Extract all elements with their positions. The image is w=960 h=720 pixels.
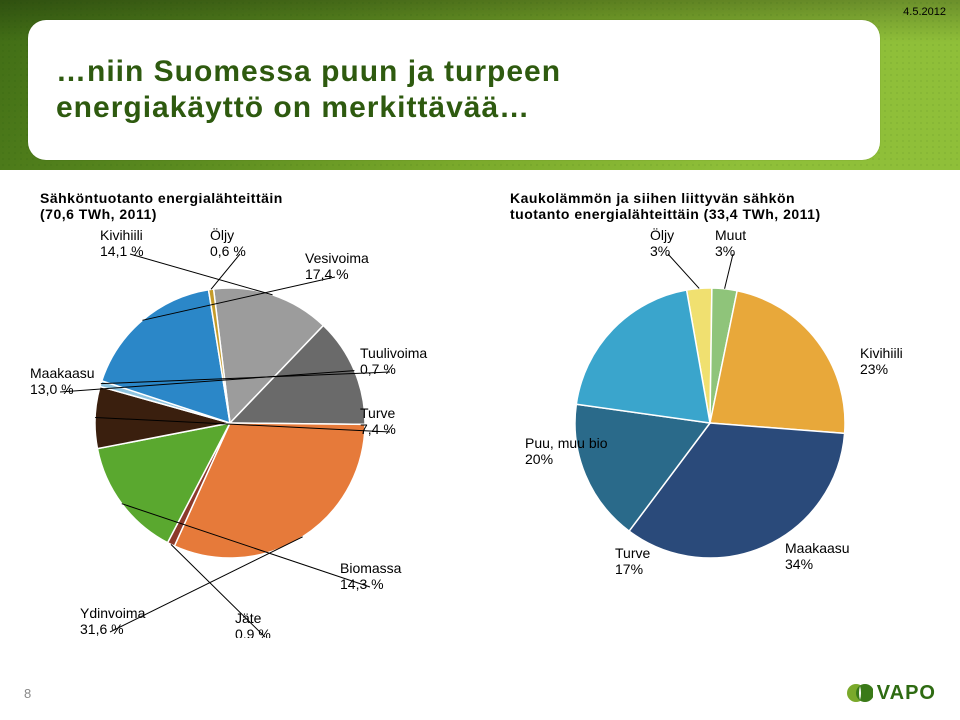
pie-label: Turve17%	[615, 545, 650, 577]
pie-label: Vesivoima17,4 %	[305, 250, 369, 282]
pie-left: Kivihiili14,1 % Maakaasu13,0 % Ydinvoima31…	[20, 228, 460, 638]
leader-line	[668, 254, 699, 288]
leader-line	[725, 254, 733, 289]
pie-right: Öljy3% Muut3% Kivihiili23% Maakaasu34% Turve…	[480, 228, 950, 618]
chart-left-title: Sähköntuotanto energialähteittäin(70,6 T…	[40, 190, 470, 222]
title-card: …niin Suomessa puun ja turpeen energiakä…	[28, 20, 880, 160]
pie-label: Tuulivoima0,7 %	[360, 345, 427, 377]
pie-label: Öljy3%	[650, 228, 674, 259]
date-stamp: 4.5.2012	[903, 6, 946, 18]
page-title: …niin Suomessa puun ja turpeen energiakä…	[56, 54, 852, 126]
pie-label: Kivihiili14,1 %	[100, 228, 144, 259]
pie-label: Jäte0,9 %	[235, 610, 271, 638]
pie-label: Ydinvoima31,6 %	[80, 605, 146, 637]
logo-text: VAPO	[877, 682, 936, 705]
chart-left: Sähköntuotanto energialähteittäin(70,6 T…	[10, 190, 470, 638]
leaf-icon	[847, 680, 873, 706]
pie-slice	[576, 290, 710, 423]
chart-right: Kaukolämmön ja siihen liittyvän sähköntu…	[480, 190, 950, 638]
pie-label: Kivihiili23%	[860, 345, 903, 377]
charts-row: Sähköntuotanto energialähteittäin(70,6 T…	[0, 170, 960, 638]
page-number: 8	[24, 686, 31, 701]
header-band: 4.5.2012 …niin Suomessa puun ja turpeen …	[0, 0, 960, 170]
pie-label: Biomassa14,3 %	[340, 560, 402, 592]
title-line-2: energiakäyttö on merkittävää…	[56, 91, 530, 124]
pie-label: Öljy0,6 %	[210, 228, 246, 259]
pie-label: Maakaasu34%	[785, 540, 850, 572]
chart-right-title: Kaukolämmön ja siihen liittyvän sähköntu…	[510, 190, 950, 222]
footer: 8 VAPO	[24, 680, 936, 706]
vapo-logo: VAPO	[847, 680, 936, 706]
leader-line	[130, 254, 273, 295]
pie-label: Maakaasu13,0 %	[30, 365, 95, 397]
title-line-1: …niin Suomessa puun ja turpeen	[56, 55, 561, 88]
pie-label: Muut3%	[715, 228, 746, 259]
pie-label: Turve7,4 %	[360, 405, 396, 437]
